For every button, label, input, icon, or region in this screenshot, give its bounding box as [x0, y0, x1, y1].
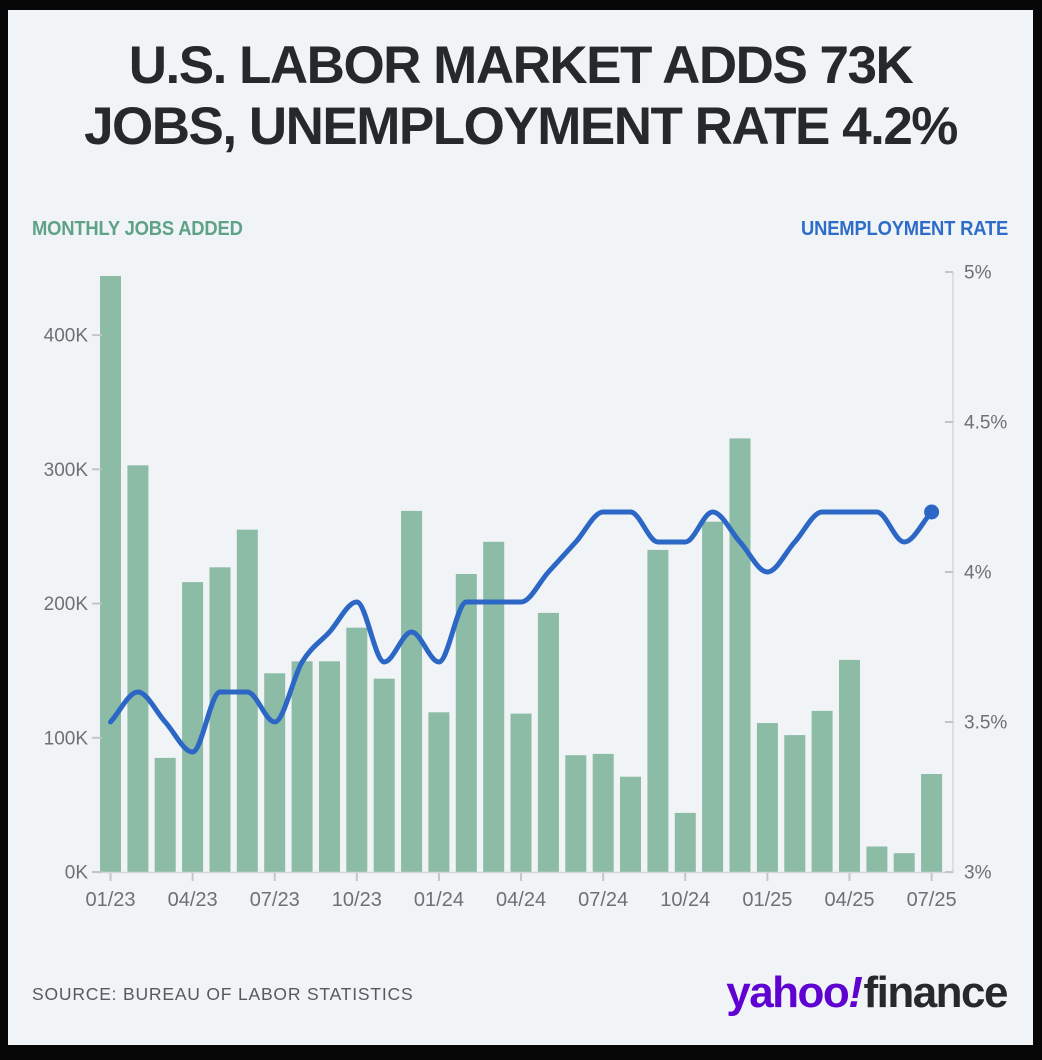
right-axis-label-5%: 5%	[964, 263, 992, 284]
jobs-bar-04/25	[839, 659, 860, 872]
jobs-bar-06/23	[236, 529, 258, 872]
jobs-bar-04/23	[182, 582, 204, 872]
logo-yahoo-text: yahoo	[726, 968, 850, 1017]
jobs-bar-11/24	[702, 521, 724, 872]
jobs-bar-09/24	[647, 549, 669, 872]
jobs-bar-04/24	[510, 713, 532, 872]
left-axis-label-0K: 0K	[65, 863, 89, 884]
right-axis-label-4.5%: 4.5%	[964, 413, 1007, 434]
jobs-bar-01/23	[100, 276, 121, 872]
x-axis-label-01/25: 01/25	[742, 889, 792, 911]
jobs-bar-12/24	[729, 438, 751, 872]
jobs-bar-01/25	[756, 723, 778, 872]
combo-chart: 0K 100K 200K 300K 400K 3% 3.5% 4% 4.5% 5% 01/23 04/…	[44, 263, 1008, 912]
left-axis-label-100K: 100K	[44, 728, 89, 749]
jobs-bar-06/24	[565, 755, 587, 872]
right-axis-label-3%: 3%	[964, 863, 992, 884]
jobs-bar-05/25	[866, 846, 888, 872]
x-axis-label-01/24: 01/24	[414, 889, 464, 911]
x-axis-label-04/25: 04/25	[824, 889, 874, 911]
x-axis-label-07/25: 07/25	[907, 889, 957, 911]
jobs-bar-07/24	[592, 753, 614, 872]
x-axis-label-04/23: 04/23	[168, 889, 218, 911]
jobs-bar-06/25	[893, 853, 915, 872]
jobs-bar-01/24	[428, 712, 450, 872]
page-title: U.S. LABOR MARKET ADDS 73K JOBS, UNEMPLO…	[8, 36, 1033, 158]
x-axis-label-10/24: 10/24	[660, 889, 710, 911]
x-axis-label-04/24: 04/24	[496, 889, 546, 911]
unemployment-rate-line	[108, 509, 935, 755]
logo-finance-text: finance	[863, 968, 1008, 1017]
x-axis-label-10/23: 10/23	[332, 889, 382, 911]
x-axis-label-01/23: 01/23	[85, 889, 135, 911]
chart-card: U.S. LABOR MARKET ADDS 73K JOBS, UNEMPLO…	[8, 10, 1033, 1045]
jobs-bar-09/23	[319, 661, 340, 872]
left-axis-label-300K: 300K	[44, 460, 89, 481]
source-attribution: SOURCE: BUREAU OF LABOR STATISTICS	[32, 984, 414, 1004]
left-axis-label-400K: 400K	[44, 326, 89, 347]
right-axis-label-3.5%: 3.5%	[964, 713, 1007, 734]
x-axis-label-07/24: 07/24	[578, 889, 628, 911]
jobs-bar-03/23	[154, 757, 176, 872]
jobs-bar-03/25	[811, 710, 833, 872]
title-line-2: JOBS, UNEMPLOYMENT RATE 4.2%	[84, 96, 958, 156]
legend-jobs-added: MONTHLY JOBS ADDED	[32, 218, 243, 240]
jobs-bar-08/23	[291, 661, 313, 872]
jobs-bar-07/23	[264, 673, 286, 872]
jobs-bar-12/23	[401, 510, 423, 872]
x-axis-label-07/23: 07/23	[250, 889, 300, 911]
jobs-bar-02/25	[784, 735, 806, 872]
jobs-bar-10/24	[674, 812, 696, 872]
legend-unemployment-rate: UNEMPLOYMENT RATE	[800, 218, 1008, 240]
jobs-bar-08/24	[620, 776, 641, 872]
yahoo-finance-logo: yahoo!finance	[726, 968, 1008, 1018]
line-end-dot	[924, 504, 940, 520]
jobs-bar-10/23	[346, 627, 368, 872]
title-line-1: U.S. LABOR MARKET ADDS 73K	[128, 36, 914, 95]
jobs-bar-02/24	[455, 574, 477, 872]
jobs-bar-05/23	[209, 567, 231, 872]
jobs-bar-07/25	[921, 774, 943, 872]
jobs-bar-02/23	[127, 465, 149, 872]
jobs-bar-11/23	[373, 678, 395, 872]
right-axis-label-4%: 4%	[964, 563, 992, 584]
left-axis-label-200K: 200K	[44, 594, 89, 615]
logo-exclamation: !	[848, 968, 863, 1017]
jobs-bar-05/24	[537, 612, 559, 872]
jobs-bar-03/24	[483, 541, 505, 872]
